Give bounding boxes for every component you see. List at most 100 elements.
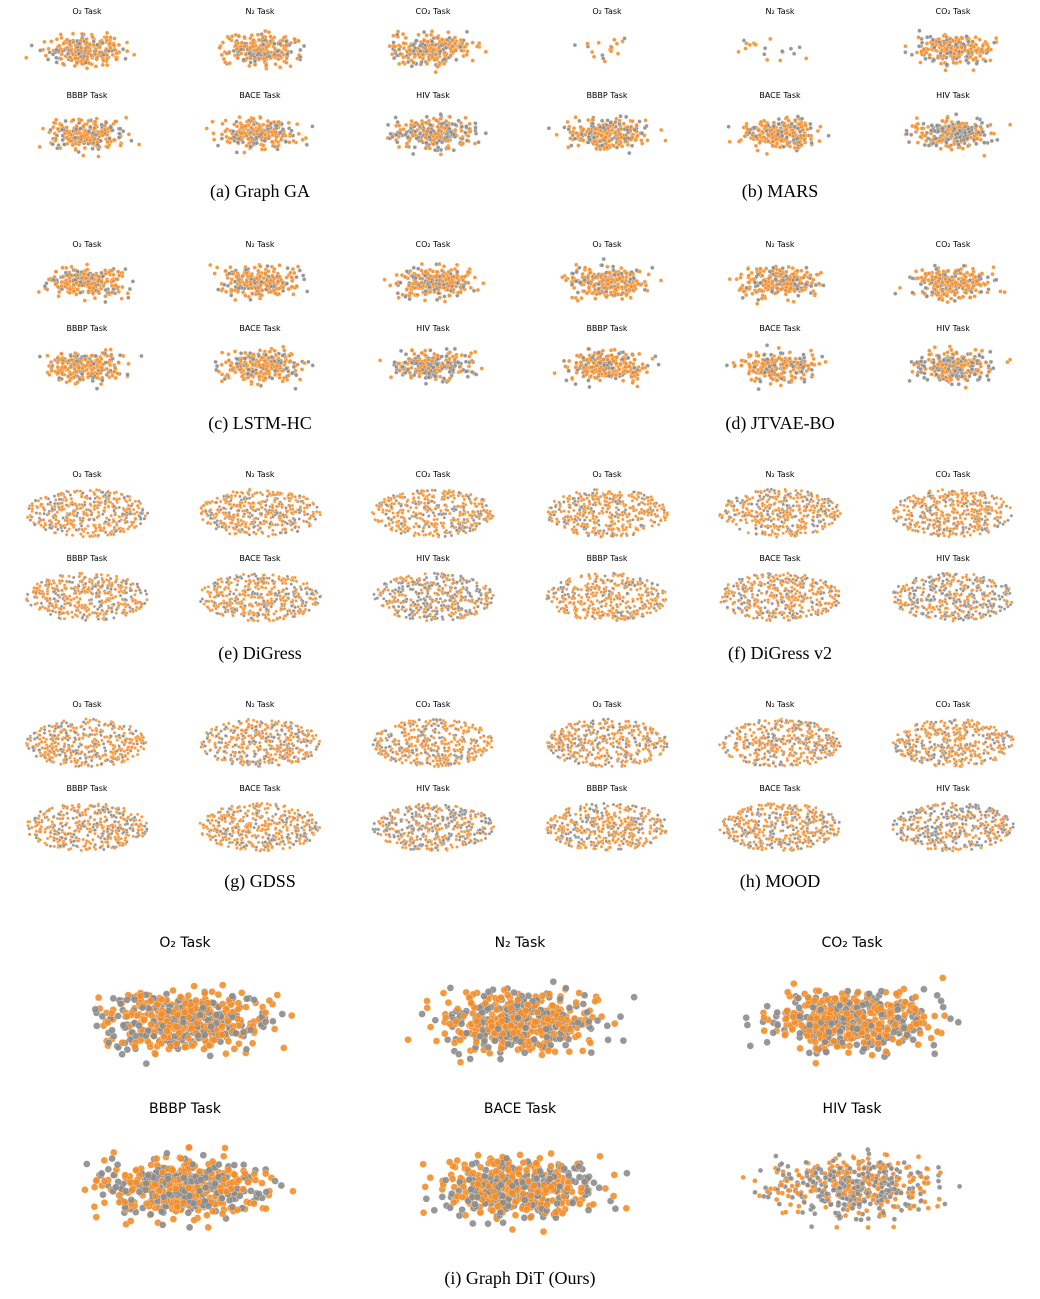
point: [80, 377, 86, 382]
point: [432, 57, 437, 63]
point: [274, 363, 280, 369]
point: [100, 62, 105, 68]
point: [446, 269, 451, 275]
point: [758, 266, 763, 271]
point: [574, 262, 579, 267]
point: [792, 141, 797, 146]
point: [304, 142, 309, 147]
point: [273, 291, 278, 296]
point: [570, 271, 576, 276]
point: [634, 123, 639, 128]
point: [426, 366, 431, 371]
point: [952, 51, 957, 56]
point: [903, 50, 908, 55]
point: [90, 146, 95, 151]
point: [960, 49, 965, 54]
point: [467, 121, 472, 127]
point: [276, 119, 281, 125]
point: [797, 129, 803, 134]
subplot-title: BACE Task: [759, 91, 801, 100]
point: [49, 39, 54, 44]
point: [254, 128, 260, 134]
point: [219, 132, 225, 137]
point: [258, 132, 264, 137]
point: [262, 358, 267, 364]
point: [944, 34, 949, 39]
point: [961, 137, 967, 143]
point: [601, 125, 606, 130]
point: [744, 292, 749, 298]
point: [92, 295, 98, 301]
point: [100, 274, 106, 279]
point: [60, 48, 65, 54]
point: [645, 138, 650, 143]
point: [808, 272, 813, 278]
point: [284, 43, 289, 48]
point: [417, 374, 422, 379]
subplot-title: HIV Task: [416, 91, 450, 100]
point: [86, 129, 91, 134]
point: [459, 352, 464, 358]
point: [483, 131, 488, 136]
point: [464, 29, 470, 34]
point: [415, 292, 420, 297]
point: [305, 289, 310, 294]
point: [113, 119, 118, 124]
point: [481, 281, 486, 286]
point: [421, 38, 427, 43]
point: [416, 273, 421, 278]
point: [456, 290, 461, 295]
point: [596, 40, 601, 45]
point: [214, 265, 220, 270]
point: [789, 121, 794, 126]
point: [285, 51, 290, 57]
point: [262, 147, 268, 152]
point: [266, 30, 272, 35]
point: [628, 295, 633, 300]
point: [463, 130, 468, 135]
point: [92, 51, 98, 57]
point: [594, 146, 599, 151]
point: [590, 290, 595, 296]
point: [442, 299, 448, 304]
point: [235, 356, 240, 362]
point: [68, 48, 74, 53]
point: [971, 68, 976, 73]
point: [459, 128, 464, 133]
point: [289, 275, 294, 280]
point: [419, 138, 424, 143]
point: [808, 125, 813, 131]
point: [29, 43, 34, 48]
point: [418, 48, 423, 54]
point: [792, 282, 798, 287]
point: [264, 367, 269, 372]
point: [116, 42, 122, 48]
point: [804, 56, 809, 61]
point: [108, 347, 113, 352]
point: [808, 121, 813, 127]
point: [262, 138, 268, 143]
point: [446, 30, 451, 35]
point: [403, 352, 409, 357]
point: [439, 121, 445, 127]
point: [93, 119, 98, 124]
point: [69, 264, 74, 269]
point: [396, 144, 402, 150]
point: [785, 281, 790, 287]
point: [277, 372, 282, 377]
point: [59, 35, 64, 41]
point: [475, 287, 481, 293]
point: [285, 265, 290, 271]
point: [423, 49, 429, 54]
point: [913, 269, 919, 274]
point: [622, 36, 627, 41]
point: [979, 47, 985, 52]
point: [396, 295, 401, 300]
point: [618, 114, 623, 119]
point: [276, 53, 281, 58]
point: [968, 135, 974, 140]
point: [762, 46, 768, 51]
point: [938, 146, 943, 151]
point: [727, 139, 732, 144]
scatter-cloud: [727, 264, 826, 306]
